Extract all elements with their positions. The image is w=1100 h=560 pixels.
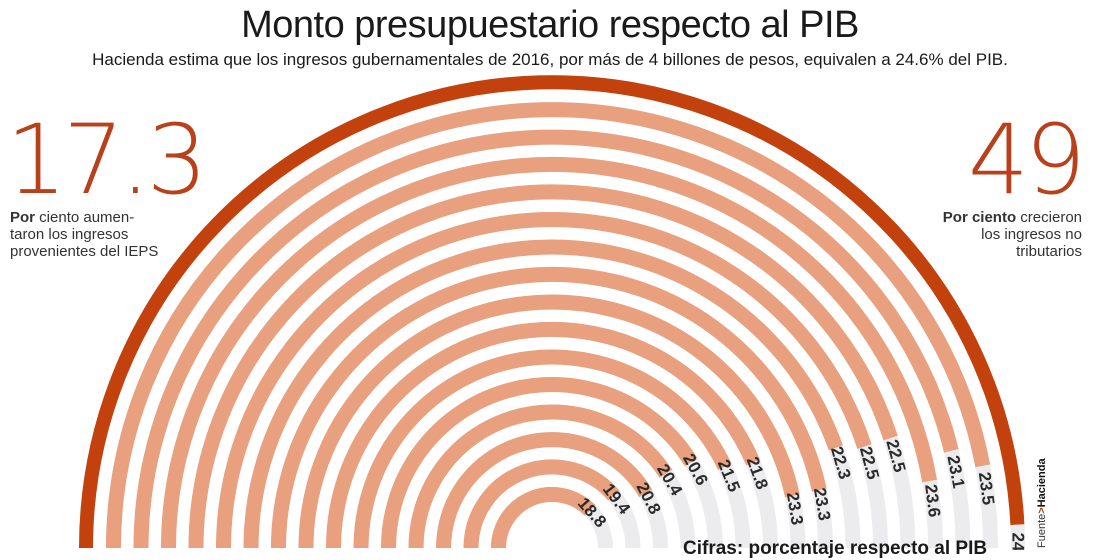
value-label: 23.5 xyxy=(975,471,998,506)
value-arc xyxy=(463,459,620,549)
non-tax-stat-bold: Por ciento xyxy=(942,209,1017,226)
value-arc xyxy=(106,102,991,549)
value-arc xyxy=(79,75,1025,549)
value-label: 21.8 xyxy=(743,454,772,492)
value-arc xyxy=(188,184,898,549)
value-label: 24.6 xyxy=(1008,532,1027,550)
value-label: 22.3 xyxy=(827,444,855,481)
value-arc xyxy=(436,432,653,549)
ieps-stat-description: Por ciento aumen- taron los ingresos pro… xyxy=(10,209,180,260)
value-label: 21.5 xyxy=(714,457,744,495)
source-credit: Fuente>Hacienda xyxy=(1036,458,1048,548)
chart-title: Monto presupuestario respecto al PIB xyxy=(241,4,859,46)
source-arrow: > xyxy=(1036,507,1048,514)
value-arc xyxy=(161,156,937,549)
value-label: 23.6 xyxy=(921,483,944,518)
value-arc xyxy=(133,129,959,549)
value-label: 23.3 xyxy=(783,491,807,527)
value-label: 23.3 xyxy=(810,486,834,522)
value-arc xyxy=(491,486,596,549)
ieps-stat-value: 17.3 xyxy=(6,104,208,216)
value-arc xyxy=(381,377,698,549)
chart-subtitle: Hacienda estima que los ingresos guberna… xyxy=(92,50,1008,69)
non-tax-stat-value: 49 xyxy=(967,104,1086,216)
value-label: 22.5 xyxy=(882,437,909,474)
non-tax-stat-text: crecieron los ingresos no tributarios xyxy=(981,209,1082,260)
value-arc xyxy=(298,294,800,549)
ieps-stat-bold: Por xyxy=(10,209,36,226)
non-tax-stat-description: Por ciento crecieron los ingresos no tri… xyxy=(912,209,1082,260)
source-name: Hacienda xyxy=(1036,458,1048,508)
value-arc xyxy=(216,212,872,549)
footnote: Cifras: porcentaje respecto al PIB xyxy=(683,538,988,559)
value-arc xyxy=(408,404,673,549)
value-label: 22.5 xyxy=(856,445,883,482)
value-arc xyxy=(271,266,827,549)
value-arc xyxy=(353,349,732,549)
value-arc xyxy=(243,239,843,549)
ieps-stat-text: ciento aumen- taron los ingresos proveni… xyxy=(10,209,159,260)
value-arc xyxy=(326,321,760,549)
value-label: 23.1 xyxy=(943,454,968,490)
source-prefix: Fuente xyxy=(1036,513,1048,548)
